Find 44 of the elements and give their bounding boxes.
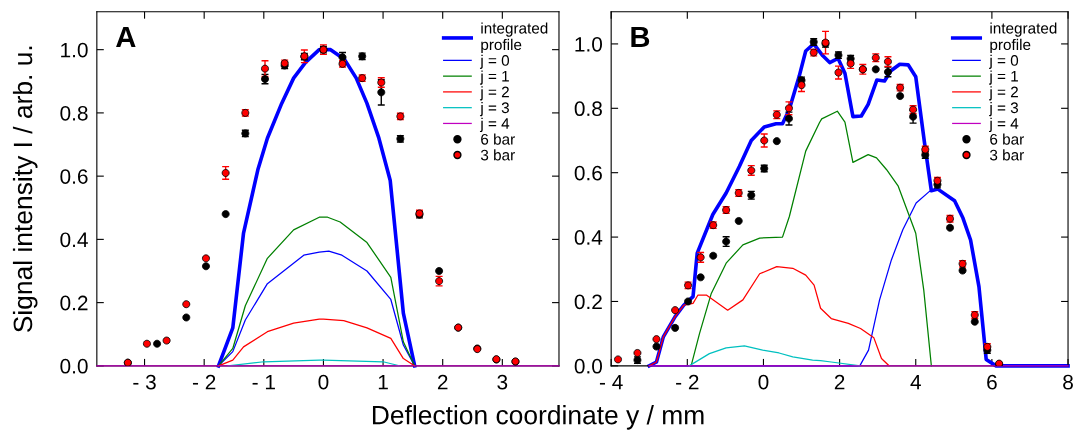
y-tick-label: 0.2: [574, 294, 602, 310]
legend-label: j = 1: [989, 70, 1018, 85]
x-tick-label: 2: [834, 374, 845, 390]
y-tick-label: 0.6: [60, 169, 88, 184]
legend-label: j = 0: [989, 54, 1019, 69]
legend-label: j = 3: [989, 101, 1019, 117]
y-tick-label: 0.4: [574, 230, 603, 245]
x-tick-label: 8: [1063, 374, 1073, 390]
y-tick-label: 0.6: [574, 165, 602, 181]
legend-label: 6 bar: [481, 133, 515, 145]
y-tick-label: 0.8: [60, 105, 88, 121]
x-tick-label: - 4: [599, 374, 623, 390]
y-axis-title: Signal intensity I / arb. u.: [12, 46, 38, 333]
legend-label: 3 bar: [480, 149, 515, 161]
legend-label: j = 2: [479, 86, 509, 101]
x-tick-label: 2: [437, 374, 448, 390]
y-tick-label: 1.0: [61, 42, 88, 58]
x-tick-label: 3: [497, 374, 508, 390]
x-tick-label: 0: [758, 374, 769, 390]
legend-label: j = 2: [989, 86, 1018, 101]
y-tick-label: 0.2: [60, 295, 88, 311]
x-tick-label: - 2: [192, 374, 216, 390]
chart-title: A: [116, 26, 136, 48]
legend-label: 3 bar: [989, 149, 1024, 161]
x-tick-label: - 3: [133, 374, 156, 390]
legend-label: j = 0: [479, 54, 510, 69]
x-tick-label: 6: [987, 374, 997, 390]
y-tick-label: 1.0: [575, 36, 603, 52]
legend-label: 6 bar: [990, 133, 1024, 145]
x-tick-label: - 2: [676, 374, 699, 390]
legend-label: j = 4: [479, 117, 510, 132]
x-tick-label: 1: [378, 374, 388, 390]
legend-label: j = 3: [479, 101, 509, 117]
x-tick-label: 4: [910, 374, 921, 390]
y-tick-label: 0.8: [574, 101, 602, 117]
y-tick-label: 0.0: [574, 358, 603, 374]
x-tick-label: 0: [318, 374, 329, 390]
y-tick-label: 0.0: [60, 358, 88, 374]
y-tick-label: 0.4: [60, 232, 88, 248]
x-axis-title: Deflection coordinate y / mm: [372, 405, 704, 430]
legend-label: j = 1: [479, 70, 509, 85]
legend-label: j = 4: [989, 117, 1019, 132]
chart-title: B: [631, 26, 650, 48]
x-tick-label: - 1: [252, 374, 275, 390]
